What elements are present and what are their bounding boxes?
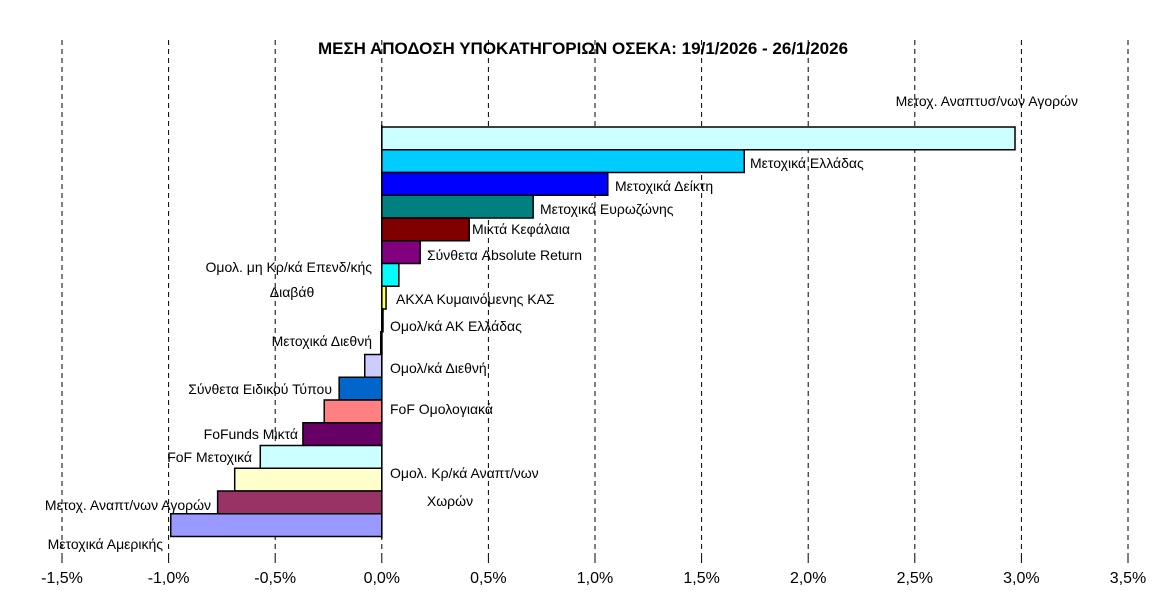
bar: [216, 490, 383, 515]
bar: [323, 399, 383, 424]
bar-label: Σύνθετα Ειδικού Τύπου: [188, 381, 332, 397]
bar-label: FoF Ομολογιακά: [390, 401, 493, 417]
bar-label: Μετοχ. Αναπτ/νων Αγορών: [45, 497, 211, 513]
bar-label: FoF Μετοχικά: [167, 449, 252, 465]
x-tick-labels: -1,5% -1,0% -0,5% 0,0% 0,5% 1,0% 1,5% 2,0% 2,5% 3…: [41, 570, 1146, 587]
x-tick-label: 1,5%: [683, 570, 719, 587]
bar: [169, 513, 383, 538]
bar: [363, 353, 383, 378]
bar: [381, 262, 400, 287]
x-tick-label: 3,5%: [1110, 570, 1146, 587]
x-tick-label: 0,5%: [470, 570, 506, 587]
x-tick-label: -1,0%: [148, 570, 190, 587]
bar-label: Μετοχικά Διεθνή: [272, 333, 372, 349]
bar: [381, 171, 609, 196]
bar: [381, 149, 745, 174]
x-tick-label: 2,5%: [897, 570, 933, 587]
x-tick-label: 2,0%: [790, 570, 826, 587]
bar: [302, 422, 383, 447]
bar-label: Μετοχικά Αμερικής: [48, 536, 164, 552]
gridlines: [61, 40, 1129, 563]
bar: [381, 217, 470, 242]
bar: [338, 376, 383, 401]
bar: [233, 467, 383, 492]
bar-labels-group: Μετοχ. Αναπτυσ/νων Αγορών Μετοχικά Ελλάδα…: [45, 93, 1078, 552]
x-tick-label: 1,0%: [577, 570, 613, 587]
chart-title: ΜΕΣΗ ΑΠΟΔΟΣΗ ΥΠΟΚΑΤΗΓΟΡΙΩΝ ΟΣΕΚΑ: 19/1/2…: [318, 39, 848, 58]
bar: [381, 194, 534, 219]
bar-label: Ομολ/κά Διεθνή: [390, 360, 487, 376]
bar-label: Ομολ/κά ΑΚ Ελλάδας: [390, 318, 522, 334]
bar-label: Μικτά Κεφάλαια: [472, 221, 570, 237]
bar-label: Ομολ. μη Κρ/κά Επενδ/κής Διαβάθ: [206, 259, 373, 300]
x-tick-label: 3,0%: [1003, 570, 1039, 587]
bar-label: Μετοχικά Ελλάδας: [750, 155, 864, 171]
bar-label: Μετοχικά Δείκτη: [615, 178, 713, 194]
x-tick-label: 0,0%: [364, 570, 400, 587]
bar-label: Σύνθετα Absolute Return: [427, 247, 582, 263]
bar: [381, 126, 1016, 151]
bar-label: Μετοχ. Αναπτυσ/νων Αγορών: [896, 93, 1078, 109]
bars-group: [169, 125, 1016, 539]
bar: [381, 240, 421, 265]
x-tick-label: -0,5%: [254, 570, 296, 587]
bar-label: Ομολ. Κρ/κά Αναπτ/νων Χωρών: [390, 465, 539, 509]
bar-label: FoFunds Μικτά: [204, 426, 298, 442]
bar-label: Μετοχικά Ευρωζώνης: [540, 201, 674, 217]
bar: [259, 444, 383, 469]
x-tick-label: -1,5%: [41, 570, 83, 587]
bar-label: ΑΚΧΑ Κυμαινόμενης ΚΑΣ: [396, 291, 555, 307]
